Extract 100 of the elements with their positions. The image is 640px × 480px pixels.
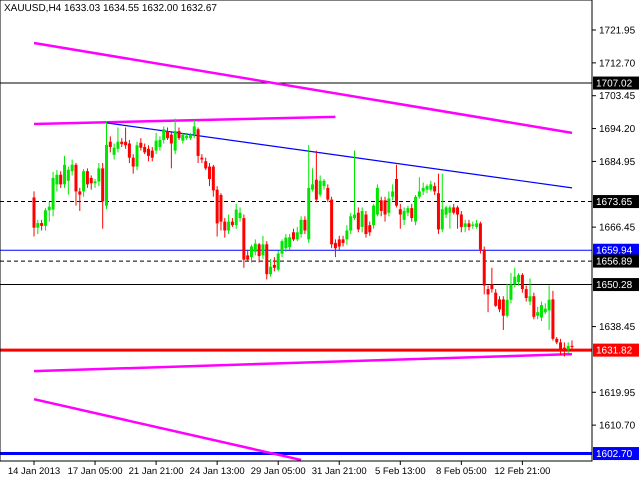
- candlestick: [513, 267, 516, 288]
- candlestick: [452, 203, 456, 216]
- candlestick: [86, 168, 89, 188]
- candlestick: [284, 234, 288, 252]
- y-tick-label: 1619.95: [599, 388, 636, 399]
- candlestick: [566, 342, 570, 354]
- candlestick: [146, 144, 150, 162]
- candlestick: [139, 138, 142, 152]
- candlestick: [448, 205, 452, 230]
- x-tick-label: 17 Jan 05:00: [68, 466, 123, 477]
- candlestick: [272, 256, 276, 272]
- candlestick: [460, 210, 463, 233]
- candlestick: [44, 208, 47, 231]
- candlestick: [82, 168, 86, 198]
- candlestick: [464, 219, 467, 233]
- candlestick: [548, 285, 551, 330]
- candlestick: [112, 142, 116, 160]
- candlestick: [528, 278, 532, 306]
- y-tick-label: 1712.70: [599, 58, 636, 70]
- candlestick: [227, 214, 230, 235]
- candlestick: [440, 173, 444, 233]
- candlestick: [300, 216, 303, 238]
- y-tick-label: 1721.95: [599, 26, 636, 37]
- candlestick: [380, 196, 383, 217]
- candlestick: [154, 132, 158, 155]
- candlestick: [303, 216, 306, 235]
- candlestick: [398, 203, 402, 230]
- candlestick: [494, 288, 498, 308]
- candlestick: [288, 234, 292, 251]
- candlestick: [536, 306, 540, 320]
- y-tick-label: 1638.45: [599, 322, 636, 334]
- ref-line-label: 1659.94: [596, 246, 633, 257]
- candlestick: [356, 206, 360, 233]
- candlestick: [540, 301, 543, 322]
- candlestick: [486, 285, 490, 313]
- candlestick: [502, 296, 505, 330]
- ref-line-label: 1673.65: [596, 197, 633, 208]
- candlestick: [402, 206, 406, 226]
- candlestick: [97, 162, 100, 187]
- candlestick: [177, 127, 180, 140]
- y-tick-label: 1684.95: [599, 156, 636, 168]
- x-tick-label: 12 Feb 21:00: [494, 466, 550, 477]
- candlestick: [40, 219, 44, 231]
- candlestick: [360, 206, 364, 233]
- candlestick: [174, 118, 177, 155]
- candlestick: [36, 219, 40, 235]
- x-tick-label: 14 Jan 2013: [8, 466, 60, 477]
- y-tick-label: 1703.45: [599, 91, 636, 102]
- candlestick: [116, 127, 120, 153]
- candlestick: [234, 203, 238, 230]
- candlestick: [280, 238, 284, 258]
- x-tick-label: 29 Jan 05:00: [250, 466, 306, 477]
- ref-line-label: 1602.70: [596, 449, 633, 460]
- y-tick-label: 1666.45: [599, 222, 636, 234]
- x-tick-label: 8 Feb 05:00: [436, 466, 487, 477]
- candlestick: [532, 292, 536, 320]
- candlestick: [406, 205, 410, 217]
- candlestick: [418, 176, 421, 200]
- candlestick: [258, 242, 261, 263]
- candlestick: [314, 150, 318, 203]
- candlestick: [90, 174, 93, 190]
- y-tick-label: 1610.70: [599, 420, 636, 432]
- candlestick: [208, 162, 212, 187]
- candlestick: [250, 244, 253, 263]
- candlestick: [269, 258, 272, 278]
- candlestick: [276, 250, 280, 272]
- ref-line-label: 1631.82: [596, 346, 633, 357]
- candlestick: [490, 267, 494, 294]
- candlestick: [181, 132, 184, 144]
- candlestick: [456, 205, 460, 230]
- candlestick: [192, 119, 196, 139]
- x-tick-label: 5 Feb 13:00: [374, 466, 426, 477]
- candlestick: [254, 238, 257, 256]
- x-tick-label: 21 Jan 21:00: [128, 466, 184, 477]
- candlestick: [63, 155, 66, 188]
- candlestick: [59, 170, 62, 188]
- candlestick: [166, 127, 170, 140]
- candlestick: [384, 196, 387, 222]
- candlestick: [410, 203, 414, 222]
- candlestick: [509, 272, 512, 304]
- candlestick: [261, 235, 264, 260]
- ref-line-label: 1656.89: [596, 256, 633, 268]
- candlestick: [364, 210, 368, 238]
- candlestick: [498, 296, 502, 313]
- candlestick: [108, 136, 112, 153]
- candlestick: [170, 130, 173, 169]
- candlestick: [150, 146, 154, 162]
- candlestick: [318, 174, 322, 198]
- ref-line-label: 1707.02: [596, 78, 633, 90]
- candlestick: [342, 235, 345, 247]
- ref-line-label: 1650.28: [596, 280, 633, 292]
- candlestick: [136, 141, 139, 171]
- candlestick: [322, 178, 326, 190]
- candlestick: [238, 206, 242, 222]
- y-tick-label: 1694.20: [599, 124, 636, 136]
- chart-title: XAUUSD,H4 1633.03 1634.55 1632.00 1632.67: [4, 3, 218, 14]
- candlestick: [78, 187, 82, 212]
- candlestick: [467, 219, 470, 231]
- candlestick: [506, 283, 509, 318]
- x-tick-label: 24 Jan 13:00: [190, 466, 245, 477]
